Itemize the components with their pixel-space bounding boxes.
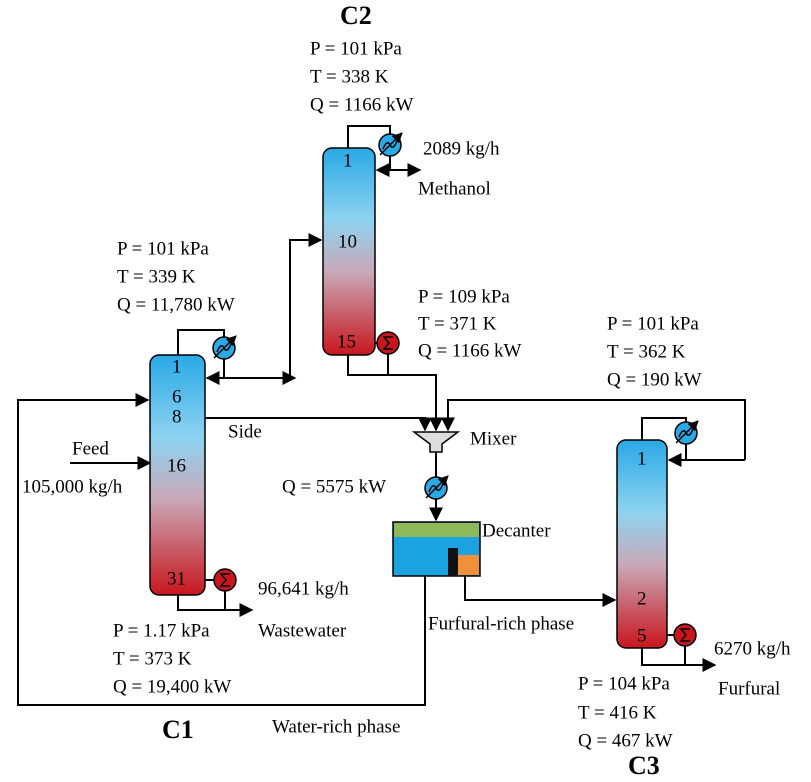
flow-rate: 6270 kg/h bbox=[714, 638, 791, 659]
condition: Q = 1166 kW bbox=[418, 340, 521, 361]
column-c3 bbox=[616, 439, 668, 649]
pipes bbox=[17, 125, 746, 706]
reboilers bbox=[213, 331, 697, 647]
decanter bbox=[392, 521, 481, 577]
stream-label: Water-rich phase bbox=[272, 716, 400, 737]
condition: T = 416 K bbox=[578, 702, 657, 723]
stage: 16 bbox=[167, 455, 186, 476]
stream-label: Side bbox=[228, 421, 262, 442]
stage: 6 bbox=[172, 386, 182, 407]
column-c1 bbox=[149, 354, 206, 596]
column-label: C3 bbox=[628, 751, 660, 780]
stage: 5 bbox=[637, 625, 647, 646]
condition: Q = 190 kW bbox=[607, 369, 702, 390]
stage: 8 bbox=[172, 406, 182, 427]
condition: Q = 1166 kW bbox=[310, 94, 413, 115]
stage: 15 bbox=[337, 331, 356, 352]
condition: T = 339 K bbox=[117, 266, 196, 287]
stream-label: Furfural-rich phase bbox=[428, 613, 574, 634]
column-label: C1 bbox=[162, 715, 194, 744]
stage: 1 bbox=[172, 356, 182, 377]
column-label: C2 bbox=[340, 1, 372, 30]
condition: Q = 11,780 kW bbox=[117, 294, 235, 315]
unit-label: Decanter bbox=[482, 520, 551, 541]
stage: 1 bbox=[637, 448, 647, 469]
unit-label: Mixer bbox=[470, 428, 517, 449]
condition: P = 101 kPa bbox=[117, 238, 209, 259]
condition: T = 338 K bbox=[310, 66, 389, 87]
condition: P = 101 kPa bbox=[607, 313, 699, 334]
column-c2 bbox=[322, 147, 376, 356]
stream-label: Feed bbox=[72, 438, 109, 459]
condition: P = 109 kPa bbox=[418, 286, 510, 307]
condition: Q = 467 kW bbox=[578, 730, 673, 751]
mixer bbox=[411, 431, 461, 453]
labels: C2 P = 101 kPa T = 338 K Q = 1166 kW 1 1… bbox=[22, 1, 791, 780]
stream-label: Methanol bbox=[418, 178, 491, 199]
condition: P = 104 kPa bbox=[578, 673, 670, 694]
condensers bbox=[212, 132, 699, 500]
condition: T = 362 K bbox=[607, 341, 686, 362]
stage: 1 bbox=[343, 150, 353, 171]
stage: 10 bbox=[338, 231, 357, 252]
flow-rate: 2089 kg/h bbox=[423, 138, 500, 159]
unit-label: Q = 5575 kW bbox=[282, 476, 386, 497]
stream-label: Wastewater bbox=[258, 620, 347, 641]
stage: 2 bbox=[637, 588, 647, 609]
condition: P = 1.17 kPa bbox=[113, 620, 210, 641]
condition: P = 101 kPa bbox=[310, 38, 402, 59]
stage: 31 bbox=[167, 568, 186, 589]
condition: T = 373 K bbox=[113, 648, 192, 669]
condition: Q = 19,400 kW bbox=[113, 676, 231, 697]
stream-label: Furfural bbox=[718, 678, 780, 699]
flow-rate: 105,000 kg/h bbox=[22, 476, 123, 497]
flow-rate: 96,641 kg/h bbox=[258, 578, 349, 599]
condition: T = 371 K bbox=[418, 313, 497, 334]
